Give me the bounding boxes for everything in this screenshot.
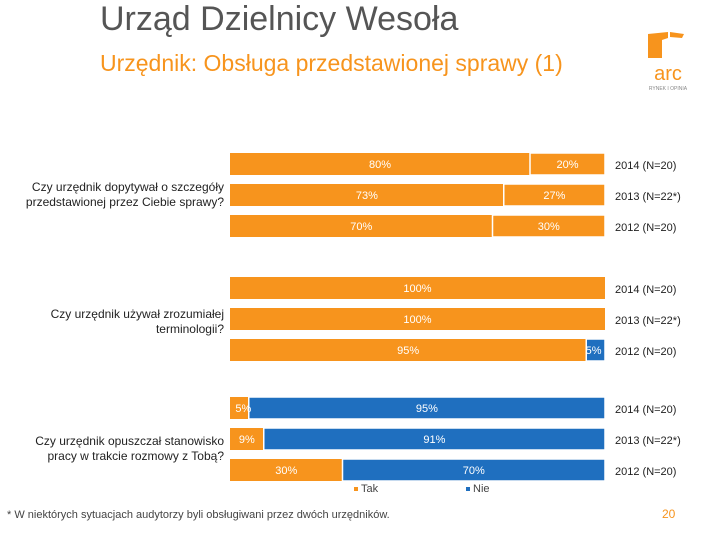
data-label-nie-g3-3: 70% xyxy=(463,465,485,477)
logo-flag-arm xyxy=(670,32,684,38)
bar-tak-g3-2 xyxy=(230,428,264,450)
year-label-g1-3: 2012 (N=20) xyxy=(615,222,676,234)
data-label-nie-g2-3: 5% xyxy=(586,345,602,357)
bar-tak-g1-2 xyxy=(230,184,504,206)
question-3-label: Czy urzędnik opuszczał stanowisko pracy … xyxy=(35,434,224,463)
bar-tak-g1-3 xyxy=(230,215,493,237)
legend-swatch-nie xyxy=(466,487,470,491)
year-label-g3-3: 2012 (N=20) xyxy=(615,466,676,478)
data-label-tak-g3-2: 9% xyxy=(239,434,255,446)
data-label-nie-g3-1: 95% xyxy=(416,403,438,415)
year-label-g1-2: 2013 (N=22*) xyxy=(615,191,681,203)
bar-nie-g2-3 xyxy=(585,338,606,362)
footnote: * W niektórych sytuacjach audytorzy byli… xyxy=(7,509,390,521)
year-label-g3-1: 2014 (N=20) xyxy=(615,404,676,416)
page-number: 20 xyxy=(662,507,676,521)
data-label-tak-g3-1: 5% xyxy=(235,403,251,415)
year-label-g1-1: 2014 (N=20) xyxy=(615,160,676,172)
legend-swatch-tak xyxy=(354,487,358,491)
bar-nie-g1-3 xyxy=(491,214,606,238)
logo-name: arc xyxy=(654,63,682,85)
year-label-g2-3: 2012 (N=20) xyxy=(615,346,676,358)
page-title: Urząd Dzielnicy Wesoła xyxy=(100,0,459,38)
question-1-label: Czy urzędnik dopytywał o szczegóły przed… xyxy=(25,180,224,209)
bar-nie-g3-3 xyxy=(341,458,606,482)
page-subtitle: Urzędnik: Obsługa przedstawionej sprawy … xyxy=(100,50,563,76)
bar-nie-g3-2 xyxy=(263,427,606,451)
data-label-tak-g2-2: 100% xyxy=(403,314,431,326)
data-label-nie-g1-3: 30% xyxy=(538,221,560,233)
data-label-nie-g1-1: 20% xyxy=(556,159,578,171)
logo-tagline: RYNEK I OPINIA xyxy=(649,86,688,92)
arc-logo: arc RYNEK I OPINIA xyxy=(648,32,688,92)
data-label-tak-g1-3: 70% xyxy=(350,221,372,233)
year-label-g3-2: 2013 (N=22*) xyxy=(615,435,681,447)
bar-nie-g1-1 xyxy=(529,152,606,176)
data-label-tak-g2-3: 95% xyxy=(397,345,419,357)
bar-tak-g1-1 xyxy=(230,153,530,175)
logo-flag-shape xyxy=(648,32,668,58)
bar-tak-g2-2 xyxy=(230,308,605,330)
bar-nie-g1-2 xyxy=(503,183,606,207)
legend-label-tak: Tak xyxy=(361,483,379,495)
year-label-g2-2: 2013 (N=22*) xyxy=(615,315,681,327)
bar-tak-g3-3 xyxy=(230,459,343,481)
year-label-g2-1: 2014 (N=20) xyxy=(615,284,676,296)
data-label-tak-g2-1: 100% xyxy=(403,283,431,295)
data-label-tak-g1-1: 80% xyxy=(369,159,391,171)
bar-tak-g2-1 xyxy=(230,277,605,299)
bar-tak-g3-1 xyxy=(230,397,249,419)
bar-tak-g2-3 xyxy=(230,339,587,361)
data-label-tak-g1-2: 73% xyxy=(356,190,378,202)
legend-label-nie: Nie xyxy=(473,483,490,495)
data-label-tak-g3-3: 30% xyxy=(275,465,297,477)
data-label-nie-g1-2: 27% xyxy=(543,190,565,202)
bar-nie-g3-1 xyxy=(248,396,606,420)
data-label-nie-g3-2: 91% xyxy=(423,434,445,446)
question-2-label: Czy urzędnik używał zrozumiałej terminol… xyxy=(50,307,224,336)
